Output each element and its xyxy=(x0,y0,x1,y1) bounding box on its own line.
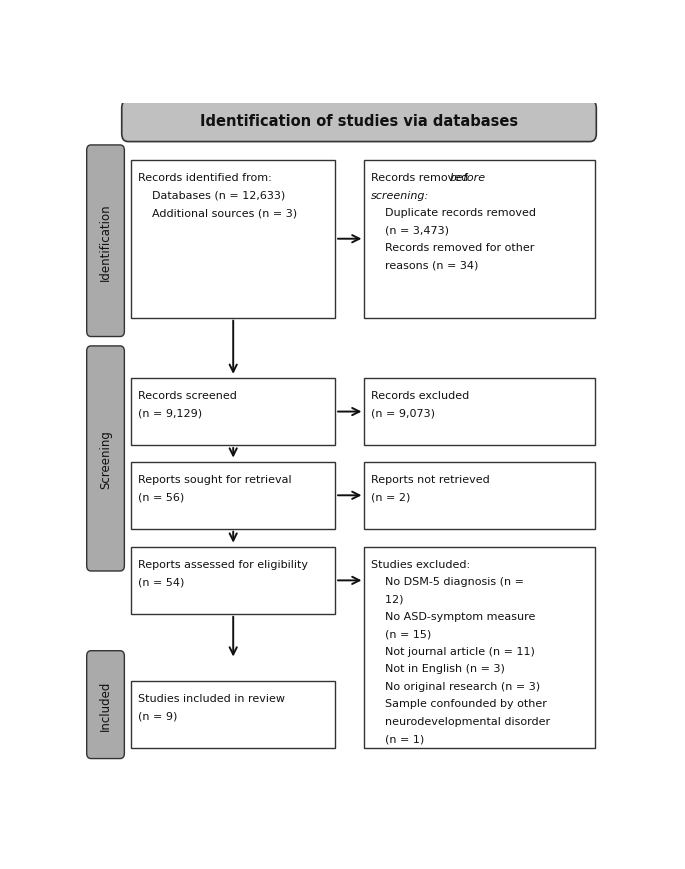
Bar xyxy=(131,681,335,748)
FancyBboxPatch shape xyxy=(87,146,125,337)
Bar xyxy=(364,547,595,748)
Text: before: before xyxy=(449,173,486,183)
Bar xyxy=(364,379,595,446)
Bar xyxy=(364,161,595,318)
Text: Records removed: Records removed xyxy=(371,173,472,183)
Text: Sample confounded by other: Sample confounded by other xyxy=(371,699,547,708)
Text: reasons (n = 34): reasons (n = 34) xyxy=(371,260,479,270)
Text: No original research (n = 3): No original research (n = 3) xyxy=(371,681,540,691)
Text: Databases (n = 12,633): Databases (n = 12,633) xyxy=(138,190,285,201)
Text: Not in English (n = 3): Not in English (n = 3) xyxy=(371,664,505,673)
Text: Reports not retrieved: Reports not retrieved xyxy=(371,474,490,484)
Text: (n = 15): (n = 15) xyxy=(371,629,432,639)
FancyBboxPatch shape xyxy=(122,101,597,143)
Text: Additional sources (n = 3): Additional sources (n = 3) xyxy=(138,208,297,218)
Bar xyxy=(131,379,335,446)
Bar xyxy=(131,547,335,614)
Text: Screening: Screening xyxy=(99,429,112,488)
Text: Identification of studies via databases: Identification of studies via databases xyxy=(200,114,518,129)
Text: Reports sought for retrieval: Reports sought for retrieval xyxy=(138,474,291,484)
Text: (n = 3,473): (n = 3,473) xyxy=(371,225,449,235)
Text: Records identified from:: Records identified from: xyxy=(138,173,271,183)
Text: Records excluded: Records excluded xyxy=(371,391,469,401)
Text: (n = 9): (n = 9) xyxy=(138,711,177,720)
Bar xyxy=(364,462,595,529)
FancyBboxPatch shape xyxy=(87,347,125,571)
Text: No ASD-symptom measure: No ASD-symptom measure xyxy=(371,612,536,621)
Text: Reports assessed for eligibility: Reports assessed for eligibility xyxy=(138,560,308,569)
Text: (n = 9,073): (n = 9,073) xyxy=(371,408,435,418)
Bar xyxy=(131,161,335,318)
Text: Records removed for other: Records removed for other xyxy=(371,242,534,253)
Text: (n = 9,129): (n = 9,129) xyxy=(138,408,202,418)
Text: Included: Included xyxy=(99,680,112,730)
Text: No DSM-5 diagnosis (n =: No DSM-5 diagnosis (n = xyxy=(371,577,524,587)
Text: (n = 1): (n = 1) xyxy=(371,733,425,743)
Text: Duplicate records removed: Duplicate records removed xyxy=(371,208,536,218)
FancyBboxPatch shape xyxy=(87,651,125,759)
Text: 12): 12) xyxy=(371,594,403,604)
Text: Records screened: Records screened xyxy=(138,391,236,401)
Text: Studies excluded:: Studies excluded: xyxy=(371,560,471,569)
Text: (n = 56): (n = 56) xyxy=(138,492,184,501)
Text: screening:: screening: xyxy=(371,190,429,201)
Text: Not journal article (n = 11): Not journal article (n = 11) xyxy=(371,647,535,656)
Text: neurodevelopmental disorder: neurodevelopmental disorder xyxy=(371,716,550,726)
Text: Studies included in review: Studies included in review xyxy=(138,693,285,703)
Text: (n = 54): (n = 54) xyxy=(138,577,184,587)
Text: Identification: Identification xyxy=(99,202,112,280)
Text: (n = 2): (n = 2) xyxy=(371,492,410,501)
Bar xyxy=(131,462,335,529)
